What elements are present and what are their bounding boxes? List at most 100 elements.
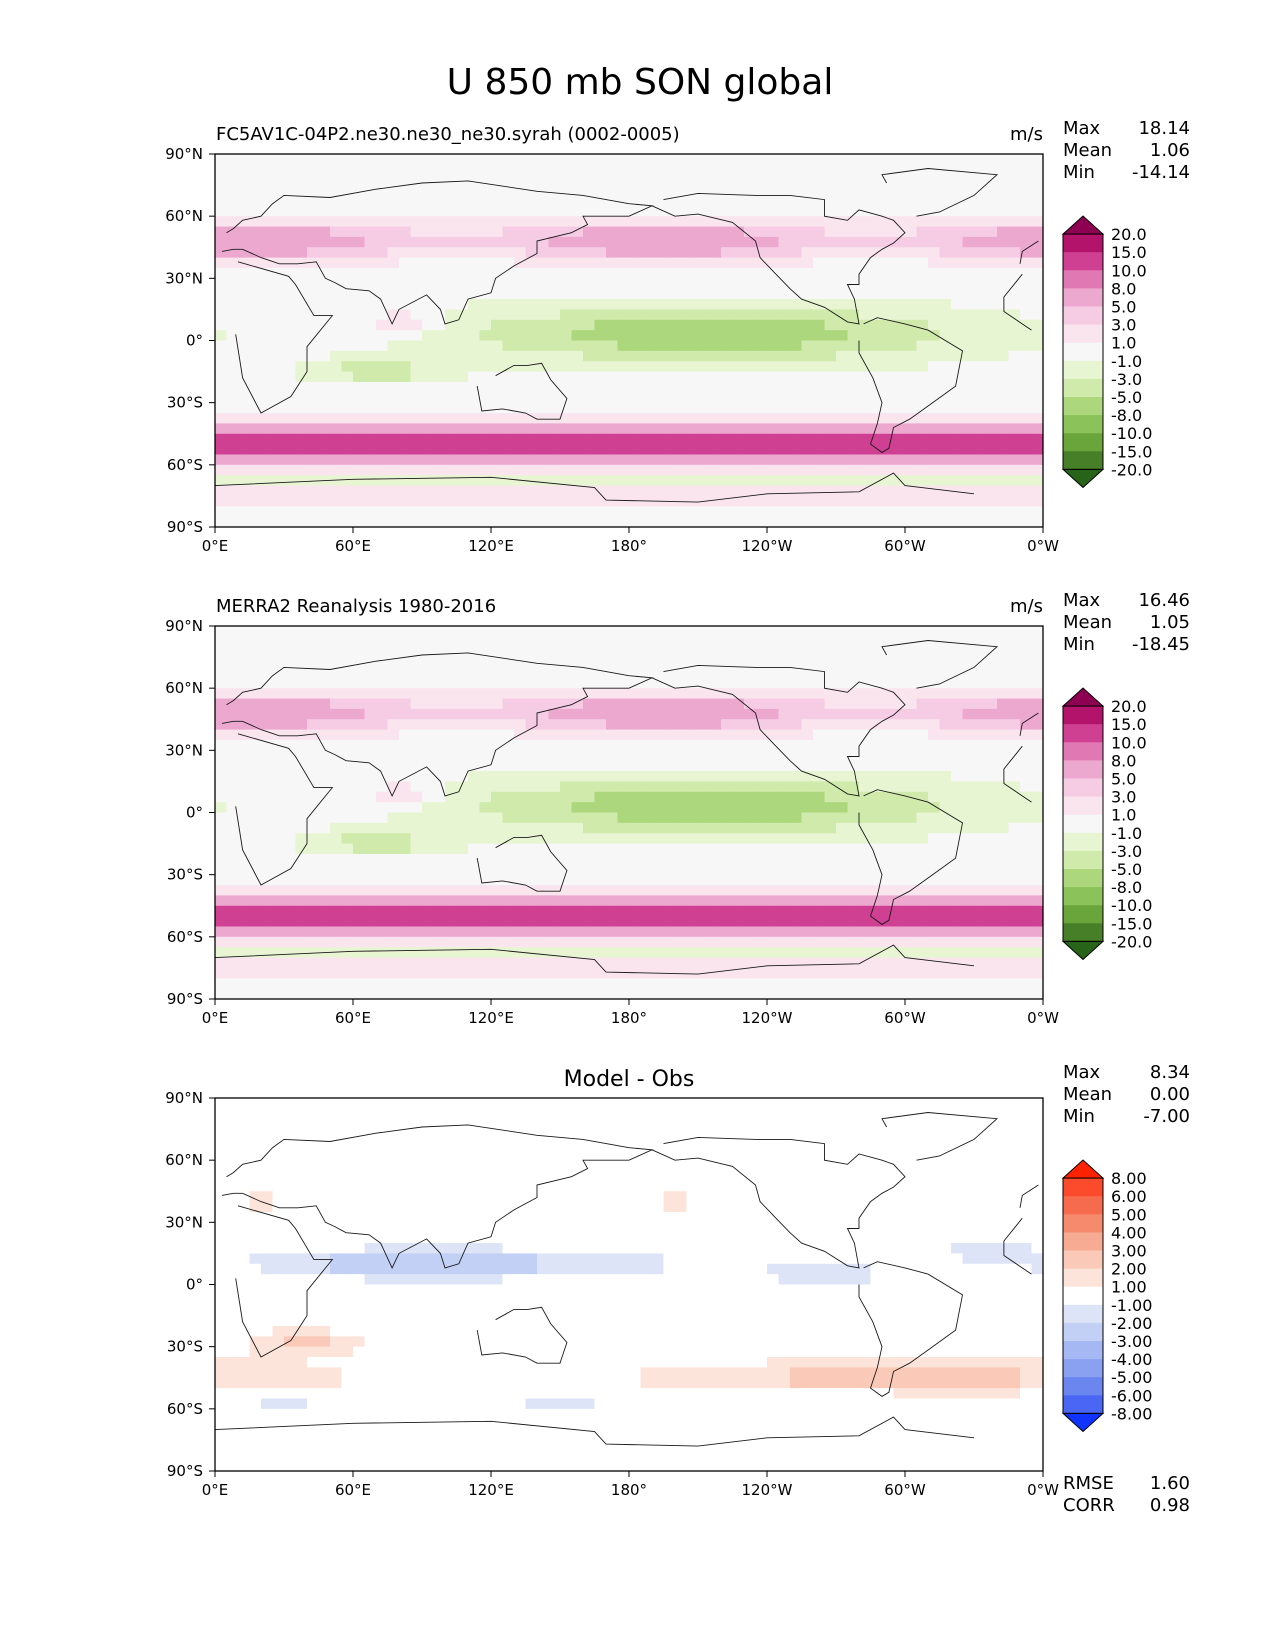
field-cell <box>962 916 975 928</box>
field-cell <box>410 936 423 948</box>
field-cell <box>767 739 780 751</box>
field-cell <box>410 413 423 424</box>
field-cell <box>537 791 550 803</box>
field-cell <box>721 947 734 959</box>
field-cell <box>548 843 561 855</box>
field-cell <box>571 267 584 279</box>
field-cell <box>514 853 527 865</box>
field-cell <box>502 485 515 497</box>
field-cell <box>525 174 538 186</box>
field-cell <box>859 853 872 865</box>
field-cell <box>882 299 895 311</box>
field-cell <box>238 444 251 456</box>
field-cell <box>456 340 469 352</box>
field-cell <box>433 947 446 959</box>
field-cell <box>652 350 665 362</box>
field-cell <box>629 267 642 279</box>
field-cell <box>893 205 906 217</box>
field-cell <box>456 802 469 814</box>
field-cell <box>916 371 929 383</box>
field-cell <box>721 495 734 507</box>
field-cell <box>583 195 596 207</box>
field-cell <box>479 750 492 762</box>
field-cell <box>732 454 745 466</box>
field-cell <box>399 475 412 487</box>
field-cell <box>525 278 538 290</box>
field-cell <box>571 340 584 352</box>
field-cell <box>583 916 596 928</box>
field-cell <box>445 330 458 342</box>
field-cell <box>330 205 343 217</box>
field-cell <box>985 485 998 497</box>
field-cell <box>261 330 274 342</box>
field-cell <box>226 464 239 476</box>
field-cell <box>928 433 941 445</box>
field-cell <box>732 853 745 865</box>
field-cell <box>272 236 285 248</box>
field-cell <box>456 330 469 342</box>
field-cell <box>652 278 665 290</box>
field-cell <box>364 843 377 855</box>
field-cell <box>364 319 377 331</box>
field-cell <box>629 185 642 197</box>
field-cell <box>974 454 987 466</box>
field-cell <box>1031 392 1043 404</box>
field-cell <box>617 174 630 186</box>
field-cell <box>295 516 308 527</box>
field-cell <box>341 433 354 445</box>
field-cell <box>882 495 895 507</box>
field-cell <box>502 843 515 855</box>
field-cell <box>767 361 780 373</box>
field-cell <box>882 319 895 331</box>
field-cell <box>330 195 343 207</box>
field-cell <box>870 413 883 424</box>
field-cell <box>502 371 515 383</box>
field-cell <box>847 154 860 165</box>
field-cell <box>238 381 251 393</box>
field-cell <box>974 464 987 476</box>
field-cell <box>491 936 504 948</box>
field-cell <box>514 361 527 373</box>
field-cell <box>985 361 998 373</box>
field-cell <box>525 433 538 445</box>
field-cell <box>663 802 676 814</box>
field-cell <box>410 516 423 527</box>
field-cell <box>675 729 688 741</box>
field-cell <box>709 361 722 373</box>
field-cell <box>376 195 389 207</box>
field-cell <box>537 495 550 507</box>
field-cell <box>215 677 228 689</box>
field-cell <box>548 236 561 248</box>
field-cell <box>974 739 987 751</box>
field-cell <box>353 475 366 487</box>
field-cell <box>801 771 814 783</box>
field-cell <box>491 729 504 741</box>
field-cell <box>468 216 481 228</box>
field-cell <box>364 236 377 248</box>
field-cell <box>387 257 400 269</box>
field-cell <box>307 267 320 279</box>
field-cell <box>410 646 423 658</box>
field-cell <box>1020 454 1033 466</box>
field-cell <box>537 812 550 824</box>
field-cell <box>698 236 711 248</box>
field-cell <box>307 236 320 248</box>
field-cell <box>755 278 768 290</box>
field-cell <box>744 216 757 228</box>
field-cell <box>215 174 228 186</box>
field-cell <box>721 392 734 404</box>
field-cell <box>652 677 665 689</box>
field-cell <box>295 402 308 414</box>
field-cell <box>916 195 929 207</box>
field-cell <box>778 760 791 772</box>
field-cell <box>491 433 504 445</box>
field-cell <box>468 413 481 424</box>
field-cell <box>778 444 791 456</box>
field-cell <box>548 688 561 700</box>
field-cell <box>307 688 320 700</box>
field-cell <box>951 688 964 700</box>
field-cell <box>870 454 883 466</box>
field-cell <box>376 895 389 907</box>
field-cell <box>755 319 768 331</box>
field-cell <box>905 646 918 658</box>
